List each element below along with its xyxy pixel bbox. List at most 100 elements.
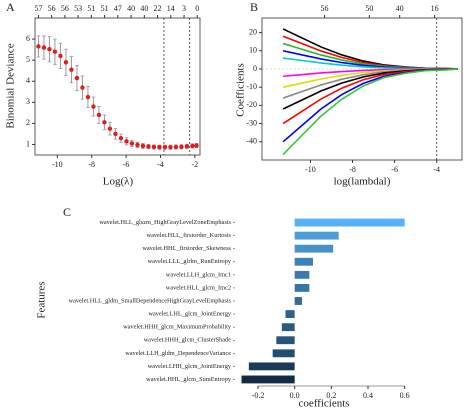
- feature-label: wavelet.LHH_glcm_JointEnergy: [148, 363, 232, 370]
- feature-label: wavelet.HLL_firstorder_Kurtosis: [147, 232, 232, 239]
- x-axis-label: Log(λ): [103, 176, 134, 188]
- y-tick-label: -30: [246, 118, 257, 127]
- top-tick-label: 51: [87, 4, 95, 13]
- feature-label: wavelet.HHH_glcm_MaximumProbability: [123, 324, 232, 331]
- point: [173, 144, 179, 150]
- point: [162, 145, 168, 150]
- point: [102, 120, 107, 125]
- x-axis-label: log(lambdal): [334, 176, 391, 188]
- top-tick-label: 0: [195, 4, 199, 13]
- point: [129, 141, 135, 146]
- bar: [294, 297, 302, 305]
- bar: [294, 244, 334, 253]
- point: [113, 131, 118, 137]
- x-tick-label: -10: [52, 160, 63, 169]
- point: [190, 143, 195, 149]
- y-tick-label: 2: [26, 118, 30, 127]
- bar: [272, 349, 295, 358]
- feature-label: wavelet.HLL_gldm_SmallDependenceHighGray…: [69, 297, 232, 304]
- top-tick-label: 56: [61, 4, 69, 13]
- point: [85, 94, 91, 100]
- feature-label: wavelet.HHL_firstorder_Skewness: [142, 245, 231, 252]
- coefficient-path: [282, 49, 458, 70]
- bar: [276, 336, 295, 345]
- point: [80, 85, 85, 90]
- point: [107, 126, 113, 131]
- feature-label: wavelet.HLL_glcm_Imc2: [166, 284, 231, 291]
- point: [36, 44, 41, 49]
- point: [146, 144, 151, 149]
- top-tick-label: 22: [154, 4, 162, 13]
- top-tick-label: 40: [396, 4, 404, 13]
- point: [58, 53, 63, 59]
- top-tick-label: 53: [74, 4, 82, 13]
- point: [140, 143, 146, 149]
- top-tick-label: 56: [48, 4, 56, 13]
- x-tick-label: 0.6: [400, 391, 410, 400]
- x-tick-label: -8: [88, 160, 95, 169]
- bar: [294, 270, 310, 279]
- bar: [285, 310, 295, 318]
- y-tick-label: 10: [249, 46, 257, 55]
- point: [179, 144, 184, 149]
- bar: [248, 362, 295, 371]
- y-tick-label: 1: [26, 139, 30, 148]
- point: [184, 144, 190, 149]
- panel-label: A: [6, 0, 15, 14]
- y-tick-label: -40: [246, 137, 257, 146]
- plot-frame: [261, 17, 463, 161]
- bar: [294, 257, 313, 266]
- point: [69, 67, 74, 72]
- x-tick-label: -4: [433, 165, 440, 174]
- point: [151, 144, 157, 150]
- top-tick-label: 40: [140, 4, 148, 13]
- bar: [281, 323, 295, 332]
- x-tick-label: -2: [192, 160, 199, 169]
- coefficient-path: [282, 68, 458, 156]
- y-tick-label: 20: [249, 27, 257, 36]
- point: [118, 135, 124, 141]
- y-axis-label: Coefficients: [235, 63, 247, 117]
- x-tick-label: -4: [157, 160, 164, 169]
- panel-label: C: [63, 205, 71, 219]
- feature-label: wavelet.HHL_glcm_SumEntropy: [146, 376, 232, 383]
- x-tick-label: -10: [305, 165, 316, 174]
- top-tick-label: 51: [101, 4, 109, 13]
- x-tick-label: -6: [391, 165, 398, 174]
- feature-label: wavelet.LHL_glcm_JointEnergy: [148, 311, 231, 318]
- feature-label: wavelet.LLL_glrlm_RunEntropy: [148, 258, 232, 265]
- feature-label: wavelet.HHH_glcm_ClusterShade: [144, 337, 231, 344]
- x-tick-label: -6: [123, 160, 130, 169]
- point: [63, 60, 69, 65]
- y-tick-label: 0: [253, 64, 257, 73]
- bar: [241, 375, 295, 384]
- point: [168, 145, 173, 150]
- point: [41, 45, 47, 50]
- point: [194, 143, 199, 148]
- y-tick-label: -20: [246, 100, 257, 109]
- y-tick-label: 4: [26, 76, 30, 85]
- x-tick-label: -8: [349, 165, 356, 174]
- point: [124, 139, 129, 144]
- y-tick-label: 5: [26, 55, 30, 64]
- y-tick-label: 6: [26, 34, 30, 43]
- point: [135, 142, 140, 148]
- feature-label: wavelet.HLL_glszm_HighGrayLevelZoneEmpha…: [99, 219, 231, 226]
- bar: [294, 231, 339, 240]
- y-tick-label: 3: [26, 97, 30, 106]
- x-tick-label: 0.4: [363, 391, 373, 400]
- y-axis-label: Binomial Deviance: [5, 43, 17, 128]
- point: [96, 112, 102, 118]
- x-tick-label: 0.2: [326, 391, 336, 400]
- point: [91, 104, 96, 109]
- point: [74, 75, 80, 81]
- x-tick-label: -0.2: [252, 391, 265, 400]
- y-axis-label: Features: [36, 281, 48, 318]
- top-tick-label: 50: [365, 4, 373, 13]
- x-axis-label: coefficients: [298, 398, 349, 410]
- y-tick-label: -10: [246, 82, 257, 91]
- panel-label: B: [250, 0, 258, 14]
- top-tick-label: 57: [34, 4, 42, 13]
